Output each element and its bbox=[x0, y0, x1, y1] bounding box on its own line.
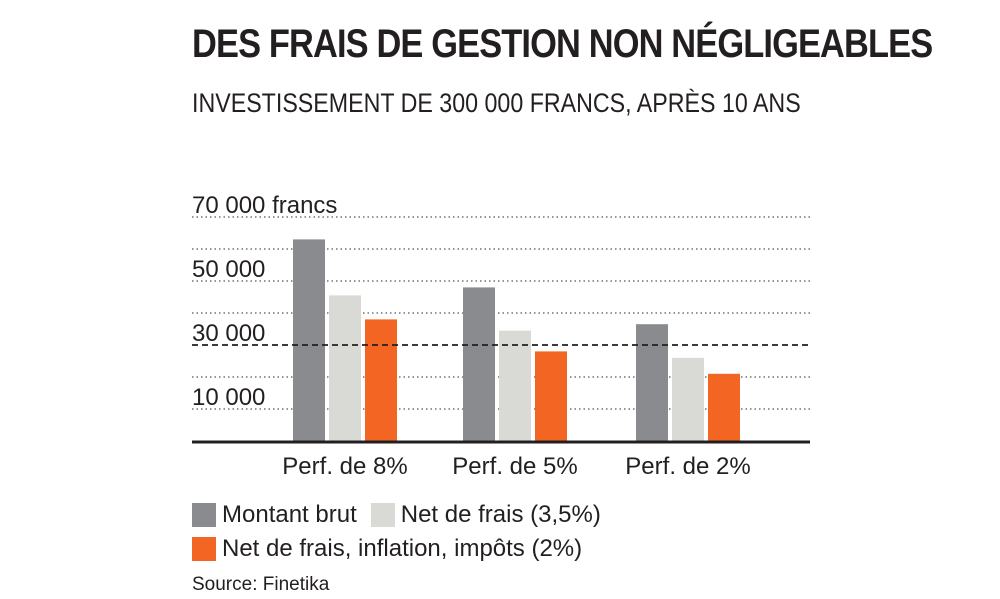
legend-label: Net de frais, inflation, impôts (2%) bbox=[222, 535, 583, 562]
bar-1-1 bbox=[499, 330, 531, 441]
bar-2-0 bbox=[636, 324, 668, 441]
legend-row-1: Montant brut Net de frais (3,5%) bbox=[192, 498, 615, 532]
legend-label: Montant brut bbox=[222, 501, 357, 528]
bar-0-1 bbox=[329, 295, 361, 441]
bar-1-2 bbox=[535, 351, 567, 441]
legend-row-2: Net de frais, inflation, impôts (2%) bbox=[192, 532, 615, 566]
legend-item-net-de-frais: Net de frais (3,5%) bbox=[370, 501, 601, 529]
bar-2-2 bbox=[708, 373, 740, 441]
legend-label: Net de frais (3,5%) bbox=[400, 501, 601, 528]
legend-swatch-net-de-frais bbox=[370, 503, 395, 527]
legend-swatch-net-inflation-impots bbox=[192, 537, 216, 561]
x-tick-label: Perf. de 5% bbox=[452, 453, 577, 480]
source-note: Source: Finetika bbox=[192, 574, 330, 595]
chart-subtitle: INVESTISSEMENT DE 300 000 FRANCS, APRÈS … bbox=[192, 88, 801, 118]
x-tick-label: Perf. de 8% bbox=[282, 453, 407, 480]
legend-item-net-inflation-impots: Net de frais, inflation, impôts (2%) bbox=[192, 535, 582, 563]
legend-swatch-montant-brut bbox=[192, 503, 216, 527]
y-tick-label: 30 000 bbox=[192, 320, 265, 347]
y-tick-label: 50 000 bbox=[192, 256, 265, 283]
x-tick-label: Perf. de 2% bbox=[625, 453, 750, 480]
bar-0-0 bbox=[293, 239, 325, 441]
chart-title: DES FRAIS DE GESTION NON NÉGLIGEABLES bbox=[192, 22, 933, 66]
legend-item-montant-brut: Montant brut bbox=[192, 501, 357, 529]
bar-2-1 bbox=[672, 357, 704, 441]
bar-1-0 bbox=[463, 287, 495, 441]
bar-0-2 bbox=[365, 319, 397, 441]
y-tick-label: 10 000 bbox=[192, 384, 265, 411]
y-tick-label: 70 000 francs bbox=[192, 192, 337, 219]
legend: Montant brut Net de frais (3,5%) Net de … bbox=[192, 498, 615, 566]
